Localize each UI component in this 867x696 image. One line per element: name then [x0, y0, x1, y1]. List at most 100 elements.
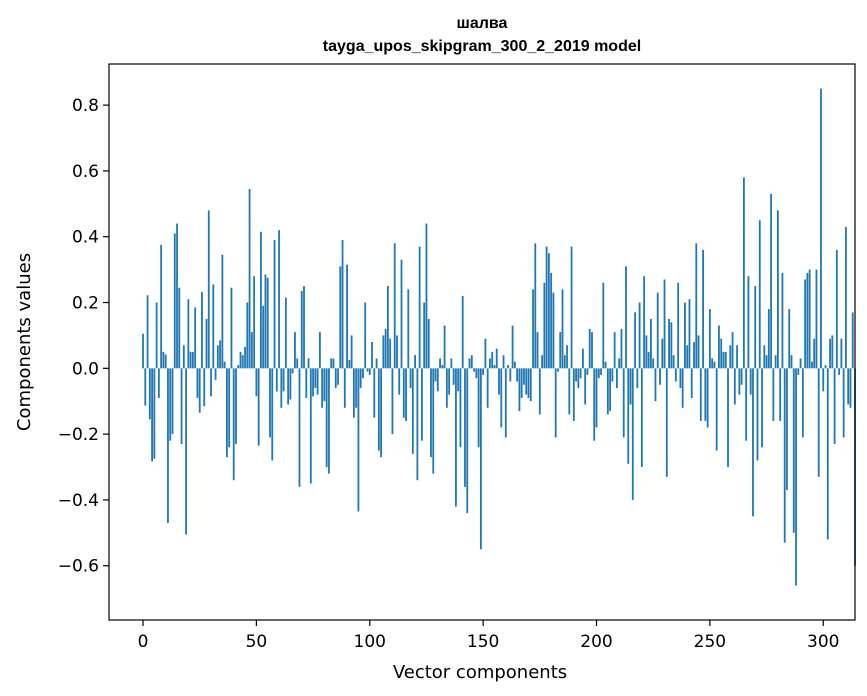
bar	[416, 368, 419, 481]
bar	[824, 365, 827, 369]
bar	[674, 368, 677, 382]
bar	[339, 266, 342, 369]
bar	[364, 302, 367, 369]
bar	[659, 368, 661, 385]
bar	[577, 368, 580, 389]
bar	[713, 361, 716, 369]
bar	[167, 368, 169, 523]
bar	[182, 345, 185, 369]
bar	[212, 284, 215, 369]
bar	[260, 231, 262, 369]
bar	[389, 338, 392, 369]
bar	[221, 254, 224, 369]
bar	[235, 368, 237, 444]
bar	[754, 286, 757, 369]
bar	[271, 368, 274, 461]
bar	[772, 368, 775, 421]
bar	[638, 302, 641, 369]
bar	[169, 368, 172, 441]
bar	[699, 368, 702, 421]
bar	[591, 332, 593, 369]
bar	[201, 291, 203, 369]
bar	[650, 318, 652, 369]
bar	[640, 368, 643, 468]
bar	[627, 368, 630, 464]
bar	[148, 368, 151, 420]
bar	[781, 272, 784, 369]
bar	[489, 358, 491, 369]
bar	[806, 272, 809, 369]
bars-group	[142, 88, 856, 586]
bar	[801, 368, 804, 438]
bar	[391, 368, 394, 435]
bar	[795, 368, 797, 586]
bar	[511, 325, 514, 369]
bar	[817, 368, 820, 477]
bar	[792, 368, 795, 533]
bar	[330, 358, 333, 369]
bar	[597, 368, 600, 379]
x-tick-label: 100	[354, 632, 386, 652]
bar	[736, 345, 738, 369]
bar	[672, 355, 675, 369]
bar	[466, 368, 469, 514]
bar	[348, 360, 351, 369]
bar	[661, 338, 664, 369]
bar	[507, 365, 509, 369]
bar	[439, 358, 441, 369]
bar	[239, 351, 242, 369]
bar	[400, 259, 403, 369]
bar	[831, 335, 834, 369]
bar	[162, 351, 165, 369]
y-tick-label: 0.0	[72, 359, 99, 379]
y-tick-label: −0.2	[58, 425, 99, 445]
y-tick-label: 0.4	[72, 228, 99, 248]
bar	[253, 276, 256, 369]
bar	[845, 226, 847, 369]
bar	[457, 368, 460, 392]
bar	[328, 368, 330, 474]
bar	[226, 368, 228, 458]
bar	[382, 335, 385, 369]
bar	[421, 368, 423, 441]
bar	[779, 368, 782, 421]
bar	[745, 368, 748, 441]
bar	[430, 368, 432, 458]
bar	[568, 368, 571, 415]
bar	[541, 355, 543, 369]
bar	[244, 346, 246, 369]
bar	[323, 368, 326, 402]
bar	[547, 253, 550, 369]
bar	[690, 368, 693, 398]
bar	[352, 368, 355, 418]
bar	[309, 368, 312, 484]
bar	[468, 358, 471, 369]
bar	[570, 246, 573, 369]
bar	[196, 368, 199, 398]
x-axis-label: Vector components	[393, 662, 567, 683]
bar	[758, 220, 761, 369]
bar	[337, 368, 339, 385]
bar	[436, 368, 439, 392]
bar	[525, 368, 528, 395]
bar	[210, 368, 212, 397]
bar	[808, 269, 811, 369]
bar	[318, 332, 321, 369]
bar	[398, 368, 401, 395]
bar	[790, 355, 793, 369]
chart-subtitle: tayga_upos_skipgram_300_2_2019 model	[323, 38, 641, 55]
bar	[282, 368, 285, 392]
bar	[482, 368, 485, 375]
bar	[187, 299, 190, 369]
bar	[434, 368, 437, 382]
bar	[611, 368, 614, 382]
bar	[461, 295, 464, 369]
bar	[237, 365, 240, 369]
bar	[767, 309, 770, 369]
bar	[656, 292, 659, 369]
bar	[718, 325, 720, 369]
bar	[164, 354, 167, 369]
bar	[600, 368, 602, 375]
bar	[151, 368, 153, 462]
